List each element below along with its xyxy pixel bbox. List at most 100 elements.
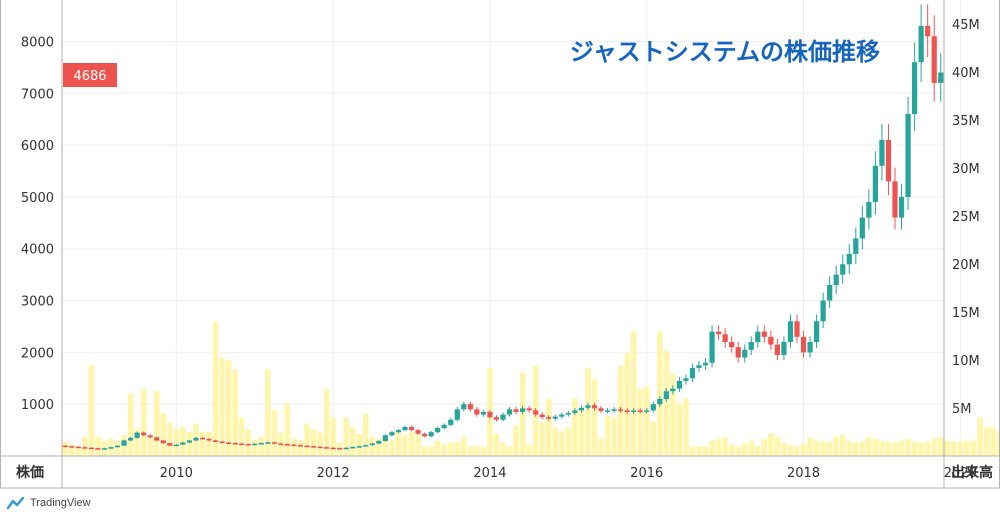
volume-bar [839, 434, 846, 456]
volume-bar [454, 441, 461, 456]
price-axis-label: 株価 [16, 464, 44, 481]
cloud-logo-icon [6, 497, 25, 509]
volume-bar [140, 388, 147, 456]
candle-body [428, 432, 434, 437]
candle-body [892, 181, 898, 218]
candle-body [389, 432, 395, 436]
volume-bar [983, 427, 990, 456]
candle-body [879, 139, 885, 166]
candle-body [624, 410, 630, 412]
candle-body [513, 409, 519, 412]
volume-bar [728, 444, 735, 456]
candle-body [173, 444, 179, 447]
candle-body [252, 443, 258, 446]
candle-body [108, 447, 114, 449]
price-candles [62, 4, 944, 450]
candle-body [866, 202, 872, 218]
candle-body [278, 443, 284, 446]
volume-bar [545, 398, 552, 456]
candle-body [650, 404, 656, 411]
volume-bar [885, 441, 892, 456]
candle-body [702, 362, 709, 366]
candle-body [781, 342, 787, 355]
volume-bar [990, 427, 996, 456]
candle-body [239, 443, 245, 446]
volume-bar [317, 432, 323, 456]
candle-body [761, 331, 767, 337]
candle-body [755, 331, 761, 342]
volume-bar [944, 440, 951, 456]
candle-body [846, 253, 852, 265]
volume-bar [578, 410, 585, 456]
year-tick-label: 2010 [160, 466, 193, 481]
volume-bar [428, 446, 434, 456]
volume-bar [872, 438, 879, 456]
volume-bar [265, 369, 271, 456]
volume-tick-label: 20M [952, 258, 980, 273]
candle-body [526, 408, 532, 411]
candle-body [807, 342, 813, 353]
volume-bar [748, 440, 755, 456]
candle-body [813, 321, 820, 342]
candle-body [911, 62, 918, 114]
candle-body [657, 399, 663, 405]
volume-bar [657, 331, 663, 456]
volume-bar [389, 440, 395, 456]
candle-body [696, 365, 702, 368]
volume-bar [114, 440, 121, 456]
candle-body [742, 349, 748, 358]
candle-body [768, 336, 774, 345]
volume-bar [722, 436, 728, 456]
candle-body [382, 435, 389, 441]
volume-bar [826, 441, 833, 456]
candle-body [461, 404, 467, 410]
candle-body [467, 404, 473, 410]
price-tick-label: 8000 [21, 35, 54, 50]
candle-body [245, 444, 251, 446]
volume-bar [559, 431, 565, 456]
candle-body [546, 417, 552, 419]
volume-bar [689, 446, 696, 456]
candle-body [637, 410, 643, 412]
volume-tick-label: 40M [952, 66, 980, 81]
candle-body [872, 165, 879, 203]
volume-bar [905, 438, 911, 456]
candle-body [454, 409, 460, 420]
price-tick-label: 1000 [21, 398, 54, 413]
volume-bar [931, 438, 937, 456]
volume-bar [572, 398, 578, 456]
candle-body [931, 36, 937, 83]
volume-bar [382, 440, 389, 456]
volume-bar [415, 434, 421, 456]
volume-bar [709, 440, 715, 456]
candle-body [833, 274, 839, 285]
volume-bar [735, 446, 741, 456]
volume-tick-label: 5M [952, 402, 972, 417]
volume-bar [441, 444, 447, 456]
candle-body [611, 409, 617, 411]
candle-body [644, 410, 650, 412]
chart-title: ジャストシステムの株価推移 [570, 38, 880, 66]
volume-bar [219, 358, 225, 456]
candle-body [350, 446, 356, 449]
tradingview-logo[interactable]: TradingView [6, 497, 91, 509]
candle-body [212, 440, 219, 442]
candle-body [774, 344, 781, 355]
volume-bar [866, 436, 872, 456]
candle-body [853, 238, 859, 254]
volume-bar [539, 422, 545, 456]
volume-bar [813, 440, 820, 456]
candle-body [500, 414, 506, 420]
candle-body [88, 447, 95, 450]
candle-body [676, 380, 683, 389]
candle-body [683, 378, 689, 381]
volume-bar [160, 412, 167, 456]
volume-bar [853, 442, 859, 456]
volume-bar [696, 446, 702, 456]
volume-bar [781, 442, 787, 456]
candle-body [820, 300, 826, 322]
volume-bar [232, 369, 238, 456]
volume-bar [153, 390, 160, 456]
candle-body [938, 72, 944, 83]
